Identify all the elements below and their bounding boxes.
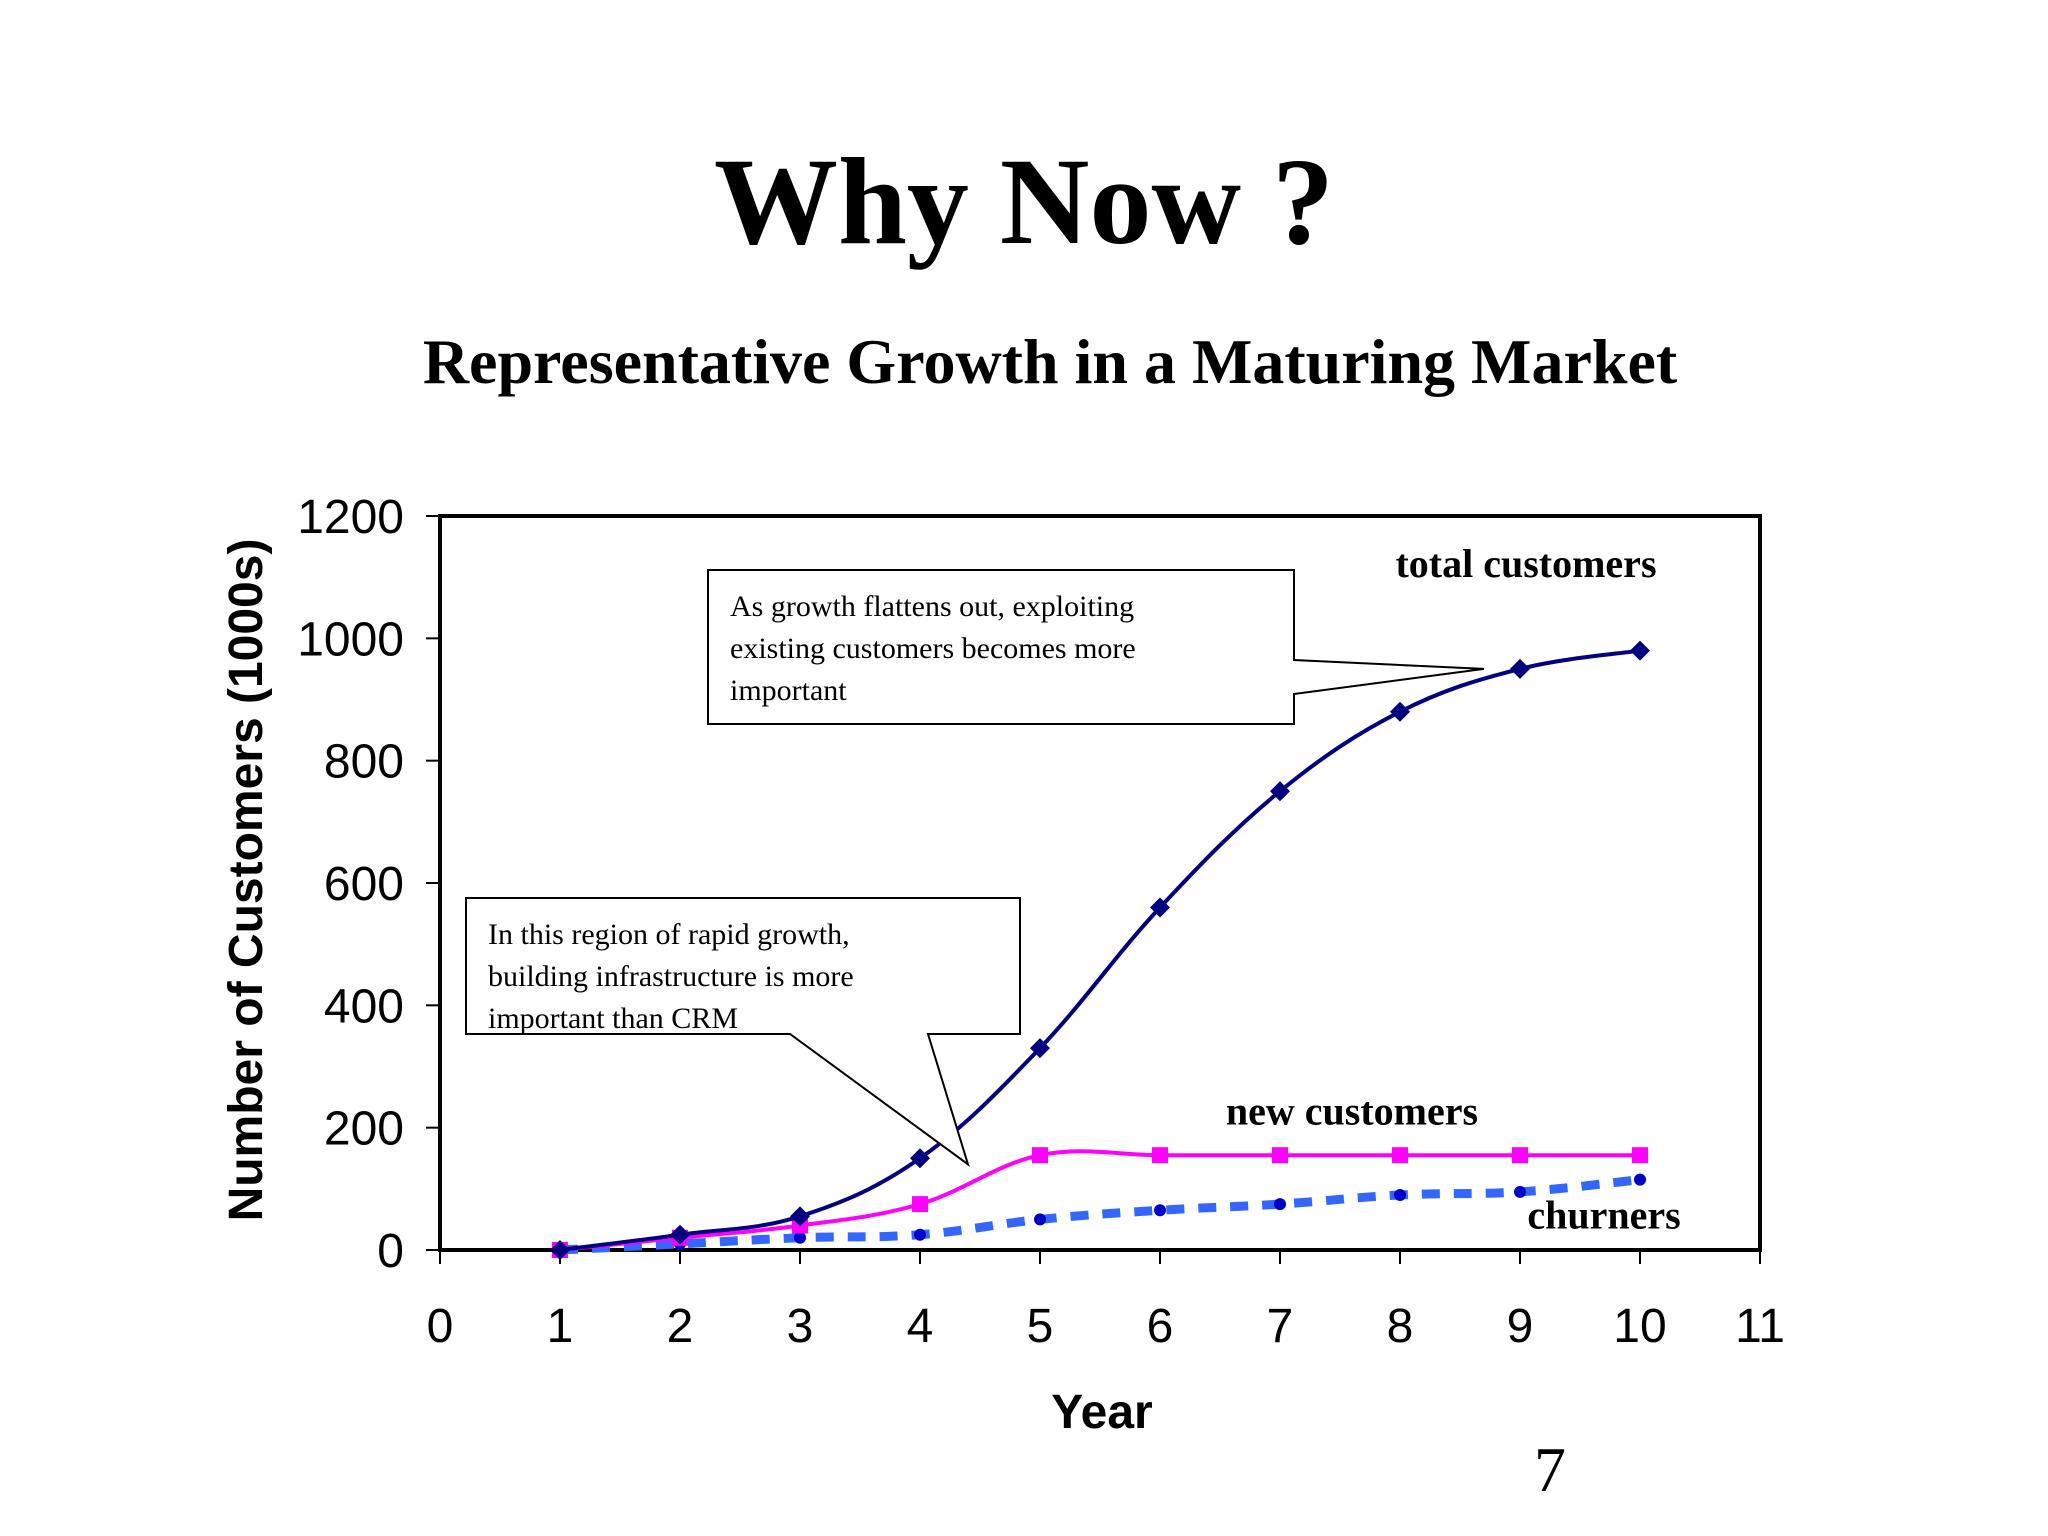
y-axis-title: Number of Customers (1000s) (220, 539, 273, 1222)
y-tick-label: 1200 (297, 491, 404, 544)
point-new-customers (912, 1196, 928, 1213)
point-total-customers (550, 1240, 570, 1260)
point-total-customers (1030, 1038, 1050, 1059)
y-tick-label: 1000 (297, 613, 404, 666)
point-new-customers (1632, 1147, 1648, 1164)
x-tick-label: 11 (1735, 1300, 1785, 1353)
x-tick-label: 7 (1267, 1300, 1294, 1353)
point-new-customers (1392, 1147, 1408, 1164)
callout-text-line: In this region of rapid growth, (488, 918, 850, 951)
point-churners (1634, 1173, 1646, 1186)
callout-2: In this region of rapid growth, building … (465, 897, 1021, 1167)
x-tick-label: 4 (907, 1300, 934, 1353)
callout-text-line: important (730, 674, 847, 707)
point-total-customers (910, 1148, 930, 1169)
point-churners (794, 1231, 806, 1244)
x-tick-label: 10 (1613, 1300, 1666, 1353)
point-new-customers (1272, 1147, 1288, 1164)
callout-box (707, 569, 1485, 725)
y-axis: 0 200 400 600 800 1000 1200 (297, 491, 440, 1278)
page-number: 7 (1534, 1434, 1566, 1505)
point-total-customers (1150, 897, 1170, 918)
x-axis: 0 1 2 3 4 5 6 7 8 9 10 11 (427, 1250, 1785, 1353)
point-total-customers (1270, 781, 1290, 802)
x-tick-label: 0 (427, 1300, 454, 1353)
callout-box (465, 897, 1021, 1167)
point-total-customers (670, 1224, 690, 1245)
point-total-customers (1510, 658, 1530, 679)
callout-text-line: existing customers becomes more (730, 632, 1136, 665)
x-tick-label: 1 (547, 1300, 574, 1353)
x-tick-label: 8 (1387, 1300, 1414, 1353)
callout-1: As growth flattens out, exploiting existi… (707, 569, 1485, 725)
point-total-customers (1390, 701, 1410, 722)
callout-text-line: important than CRM (488, 1002, 738, 1035)
point-churners (1514, 1185, 1526, 1198)
point-churners (1154, 1204, 1166, 1217)
point-churners (914, 1228, 926, 1241)
y-tick-label: 0 (377, 1225, 404, 1278)
y-tick-label: 800 (324, 736, 404, 789)
point-total-customers (790, 1206, 810, 1227)
point-new-customers (1152, 1147, 1168, 1164)
point-churners (1034, 1213, 1046, 1226)
slide-title: Why Now ? (713, 133, 1335, 270)
point-total-customers (1630, 640, 1650, 661)
series-label-new-customers: new customers (1226, 1089, 1478, 1134)
slide-subtitle: Representative Growth in a Maturing Mark… (422, 326, 1678, 397)
x-tick-label: 5 (1027, 1300, 1054, 1353)
x-tick-label: 3 (787, 1300, 814, 1353)
callout-text-line: building infrastructure is more (488, 960, 854, 993)
y-tick-label: 400 (324, 980, 404, 1033)
point-new-customers (1512, 1147, 1528, 1164)
point-new-customers (1032, 1147, 1048, 1164)
series-line-new-customers (559, 1149, 1640, 1252)
series-line-total-customers (559, 648, 1641, 1252)
x-tick-label: 2 (667, 1300, 694, 1353)
x-axis-title: Year (1051, 1386, 1152, 1439)
series-line-churners (559, 1175, 1641, 1255)
point-churners (1394, 1188, 1406, 1201)
y-tick-label: 600 (324, 858, 404, 911)
series-label-total-customers: total customers (1395, 541, 1656, 586)
series-label-churners: churners (1527, 1193, 1680, 1238)
callout-text-line: As growth flattens out, exploiting (730, 590, 1134, 623)
x-tick-label: 9 (1507, 1300, 1534, 1353)
callouts: As growth flattens out, exploiting existi… (465, 569, 1485, 1167)
series-layer (550, 640, 1650, 1260)
y-tick-label: 200 (324, 1103, 404, 1156)
series-labels: total customers new customers churners (1226, 541, 1681, 1237)
x-tick-label: 6 (1147, 1300, 1174, 1353)
point-churners (1274, 1198, 1286, 1211)
